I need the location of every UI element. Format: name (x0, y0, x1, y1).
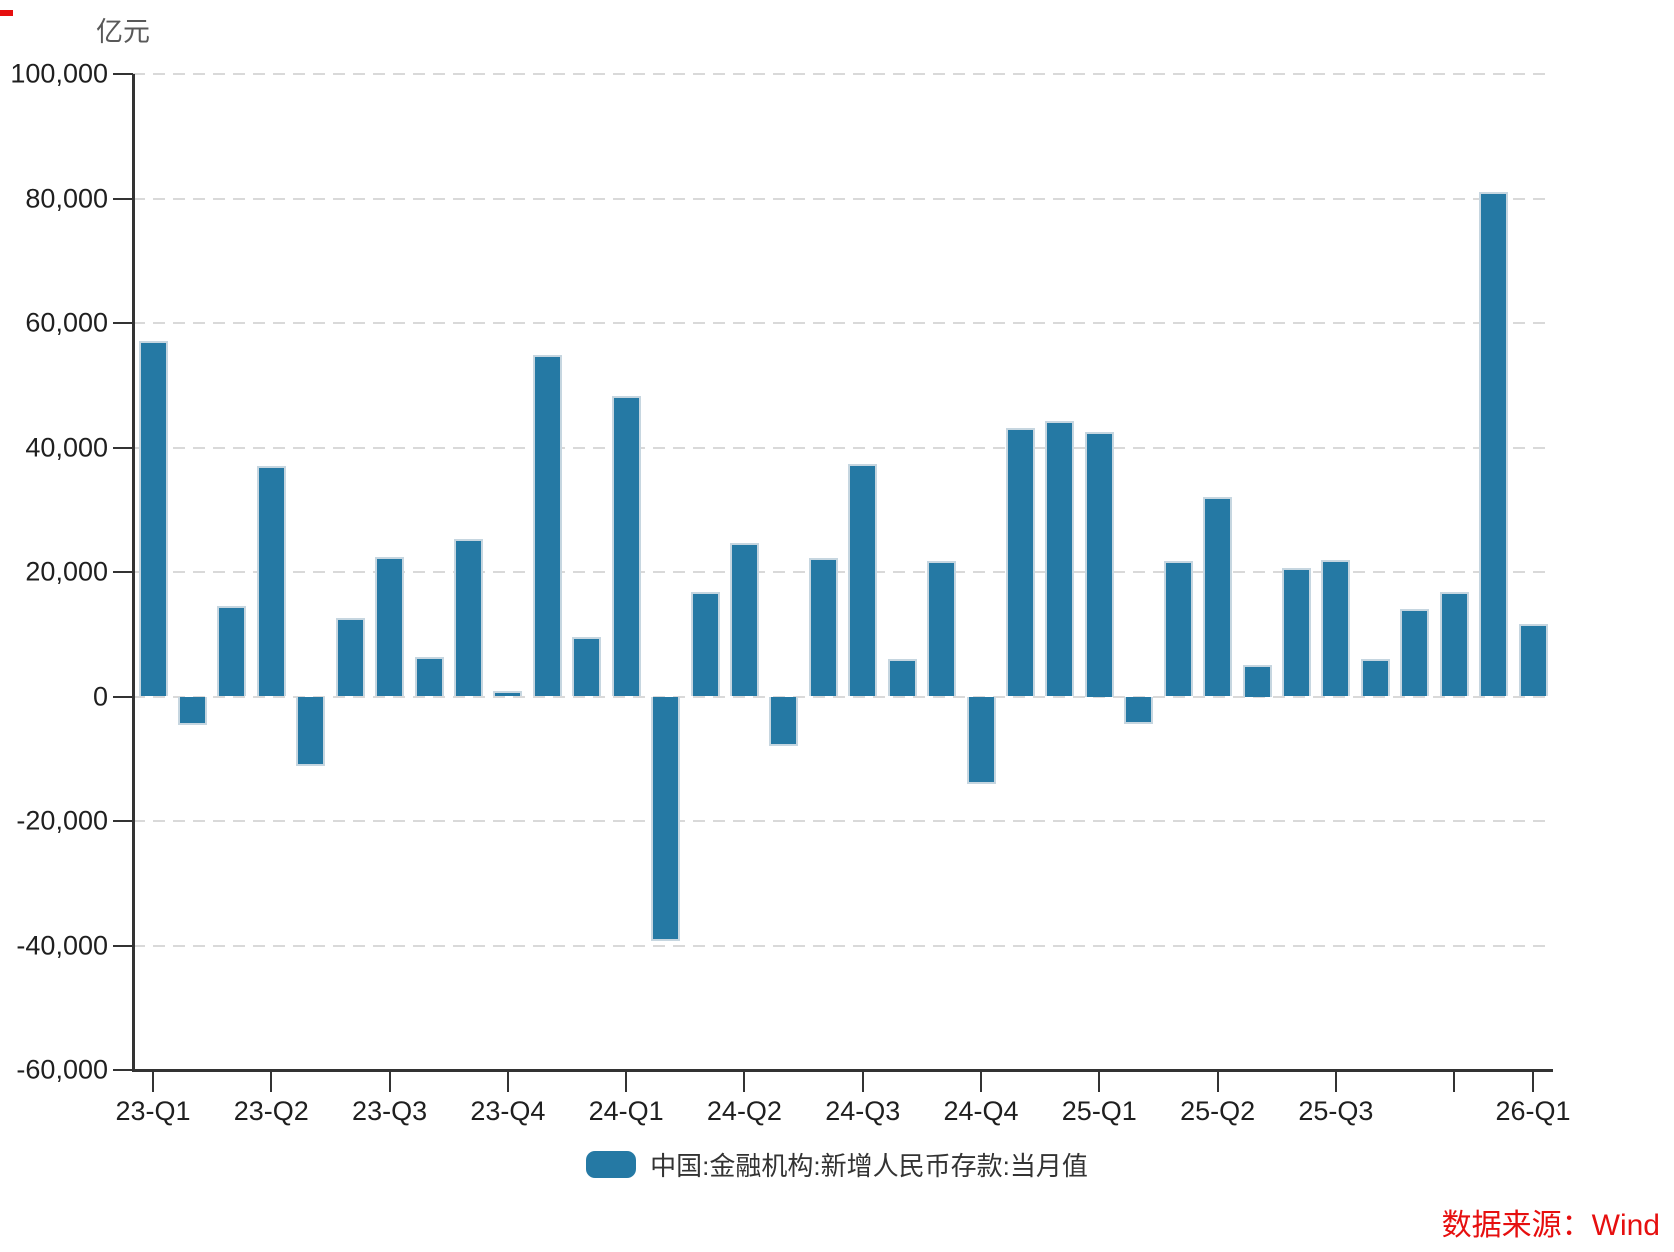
y-tick--40000 (113, 944, 133, 947)
bar-2023-09 (375, 557, 405, 697)
x-tick-24 (1098, 1070, 1101, 1092)
x-tick-27 (1216, 1070, 1219, 1092)
gridline-80000 (133, 197, 1553, 200)
y-tick-100000 (113, 73, 133, 75)
x-tick-label-23-Q1: 23-Q1 (115, 1096, 191, 1126)
bar-2024-09 (848, 464, 878, 697)
bar-2023-03 (138, 341, 168, 697)
y-tick-label-40000: 40,000 (25, 432, 108, 462)
x-tick-label-25-Q1: 25-Q1 (1061, 1096, 1137, 1126)
gridline-0 (133, 695, 1553, 698)
x-tick-33 (1453, 1070, 1456, 1092)
x-tick-30 (1334, 1070, 1337, 1092)
x-tick-3 (270, 1070, 273, 1092)
bar-2024-01 (532, 355, 562, 697)
bar-2025-08 (1281, 568, 1311, 697)
bar-2025-03 (1084, 431, 1114, 697)
x-tick-label-25-Q2: 25-Q2 (1180, 1096, 1256, 1126)
x-tick-9 (506, 1070, 509, 1092)
x-tick-label-24-Q1: 24-Q1 (588, 1096, 664, 1126)
x-tick-label-25-Q3: 25-Q3 (1298, 1096, 1374, 1126)
bar-2023-12 (493, 690, 523, 697)
bar-2024-07 (769, 696, 799, 747)
y-tick-label--20000: -20,000 (16, 805, 108, 836)
y-tick-label--60000: -60,000 (16, 1054, 108, 1085)
bar-2023-10 (414, 656, 444, 697)
gridline-40000 (133, 446, 1553, 449)
bar-2023-06 (256, 465, 286, 697)
x-tick-0 (152, 1070, 154, 1092)
legend: 中国:金融机构:新增人民币存款:当月值 (0, 1146, 1674, 1183)
bar-2024-06 (729, 543, 759, 697)
x-tick-6 (388, 1070, 391, 1092)
x-tick-label-23-Q4: 23-Q4 (470, 1096, 546, 1126)
bar-2025-12 (1439, 591, 1469, 697)
x-tick-label-23-Q3: 23-Q3 (352, 1096, 428, 1126)
legend-label: 中国:金融机构:新增人民币存款:当月值 (650, 1151, 1088, 1181)
x-tick-label-24-Q3: 24-Q3 (825, 1096, 901, 1126)
data-source-note: 数据来源：Wind (1441, 1209, 1660, 1242)
y-tick-20000 (113, 571, 133, 573)
bar-2023-11 (453, 539, 483, 697)
bar-2024-08 (808, 558, 838, 697)
x-tick-21 (980, 1070, 983, 1092)
bar-2025-04 (1124, 696, 1154, 724)
x-tick-12 (625, 1070, 628, 1092)
y-tick-label-20000: 20,000 (25, 556, 108, 587)
y-tick-label-60000: 60,000 (25, 307, 108, 338)
y-axis-line (132, 74, 135, 1072)
y-tick--20000 (113, 820, 133, 822)
bar-2024-03 (611, 395, 641, 697)
legend-swatch (586, 1151, 637, 1178)
bar-2025-10 (1360, 658, 1390, 697)
x-tick-35 (1532, 1070, 1535, 1092)
y-tick-label-100000: 100,000 (10, 58, 108, 89)
bar-2024-10 (887, 659, 917, 697)
bar-2023-05 (217, 605, 247, 697)
y-tick-40000 (113, 446, 133, 449)
gridline-100000 (133, 73, 1553, 75)
y-axis-unit-label: 亿元 (96, 17, 150, 47)
bar-2025-09 (1321, 559, 1351, 697)
bar-2024-04 (651, 696, 681, 941)
bar-2024-05 (690, 591, 720, 697)
y-tick-label-0: 0 (92, 681, 108, 711)
bar-2024-12 (966, 696, 996, 784)
bar-2025-06 (1203, 496, 1233, 697)
bar-2026-01 (1479, 192, 1509, 697)
gridline-20000 (133, 571, 1553, 573)
x-axis-line (132, 1069, 1553, 1072)
x-tick-label-24-Q4: 24-Q4 (943, 1096, 1019, 1126)
bar-2023-08 (335, 618, 365, 697)
y-tick-label-80000: 80,000 (25, 183, 108, 213)
bar-2025-11 (1400, 609, 1430, 697)
x-tick-label-26-Q1: 26-Q1 (1495, 1096, 1571, 1126)
bar-2026-02 (1518, 623, 1548, 697)
bar-2025-05 (1163, 561, 1193, 697)
gridline-60000 (133, 322, 1553, 324)
bar-2023-07 (296, 696, 326, 767)
gridline--20000 (133, 820, 1553, 822)
x-tick-15 (743, 1070, 746, 1092)
bar-2025-02 (1045, 421, 1075, 697)
y-tick--60000 (113, 1069, 133, 1071)
bar-2025-07 (1242, 665, 1272, 697)
bar-2023-04 (177, 696, 207, 726)
y-tick-60000 (113, 322, 133, 324)
y-tick-label--40000: -40,000 (16, 930, 108, 960)
bar-2024-11 (927, 560, 957, 697)
red-dash-mark (0, 10, 13, 16)
y-tick-80000 (113, 197, 133, 200)
x-tick-label-24-Q2: 24-Q2 (706, 1096, 782, 1126)
x-tick-18 (861, 1070, 864, 1092)
bar-2024-02 (572, 636, 602, 697)
gridline--40000 (133, 944, 1553, 947)
bar-2025-01 (1005, 427, 1035, 697)
y-tick-0 (113, 695, 133, 698)
x-tick-label-23-Q2: 23-Q2 (233, 1096, 309, 1126)
